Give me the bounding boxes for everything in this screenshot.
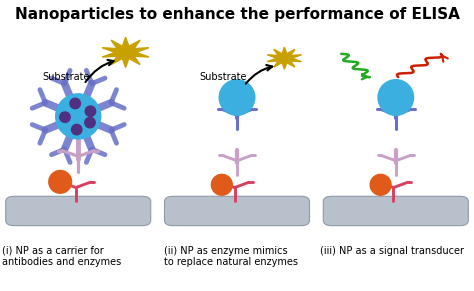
Ellipse shape <box>370 174 391 195</box>
Polygon shape <box>102 37 149 68</box>
Text: Nanoparticles to enhance the performance of ELISA: Nanoparticles to enhance the performance… <box>15 7 459 22</box>
Ellipse shape <box>85 117 95 128</box>
Text: Substrate: Substrate <box>199 72 246 82</box>
FancyBboxPatch shape <box>164 196 310 226</box>
Polygon shape <box>267 47 301 69</box>
Text: (ii) NP as enzyme mimics
to replace natural enzymes: (ii) NP as enzyme mimics to replace natu… <box>164 246 298 267</box>
Ellipse shape <box>56 94 100 139</box>
Ellipse shape <box>85 106 96 116</box>
Ellipse shape <box>211 174 232 195</box>
Ellipse shape <box>60 112 70 123</box>
Ellipse shape <box>378 80 413 115</box>
Ellipse shape <box>72 124 82 135</box>
Ellipse shape <box>219 80 255 115</box>
Text: (i) NP as a carrier for
antibodies and enzymes: (i) NP as a carrier for antibodies and e… <box>2 246 122 267</box>
Text: (iii) NP as a signal transducer: (iii) NP as a signal transducer <box>320 246 464 256</box>
Text: Substrate: Substrate <box>43 72 90 82</box>
FancyBboxPatch shape <box>323 196 468 226</box>
Ellipse shape <box>70 98 81 109</box>
Ellipse shape <box>49 171 72 193</box>
FancyBboxPatch shape <box>6 196 151 226</box>
